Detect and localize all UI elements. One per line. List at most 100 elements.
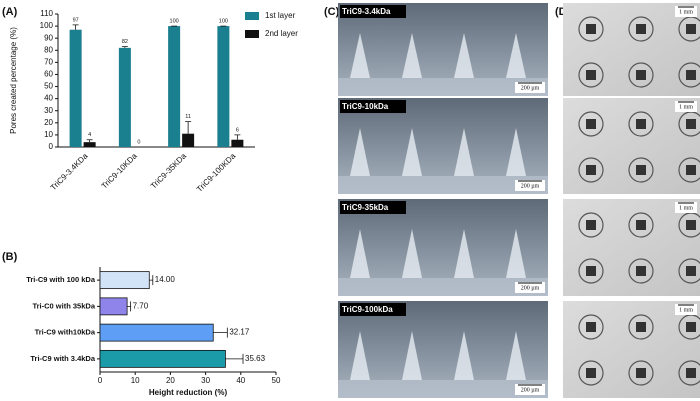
scale-label: 200 µm bbox=[521, 285, 540, 291]
needle bbox=[402, 229, 422, 278]
bar bbox=[231, 139, 244, 147]
pore-core bbox=[636, 266, 646, 276]
pore-core bbox=[586, 220, 596, 230]
bar bbox=[83, 142, 96, 147]
pore-core bbox=[586, 24, 596, 34]
needle bbox=[454, 33, 474, 78]
error-bar bbox=[185, 121, 192, 134]
needle bbox=[350, 128, 370, 176]
pore bbox=[678, 157, 700, 183]
caption-bg bbox=[340, 100, 406, 113]
pore-core bbox=[686, 266, 696, 276]
needle bbox=[506, 128, 526, 176]
bar bbox=[99, 297, 128, 316]
pore-core bbox=[636, 70, 646, 80]
pore-core bbox=[586, 119, 596, 129]
needle bbox=[454, 128, 474, 176]
panel-label: (A) bbox=[2, 6, 18, 18]
pore-core bbox=[636, 220, 646, 230]
pore bbox=[628, 16, 654, 42]
photo-base bbox=[338, 380, 548, 398]
needle bbox=[402, 33, 422, 78]
pore-core bbox=[586, 165, 596, 175]
needle bbox=[506, 229, 526, 278]
pore bbox=[678, 258, 700, 284]
y-tick-label: Tri-C9 with 100 kDa bbox=[26, 275, 96, 284]
needle bbox=[402, 128, 422, 176]
pore bbox=[628, 360, 654, 386]
scale-label: 200 µm bbox=[521, 387, 540, 393]
value-label: 4 bbox=[88, 132, 91, 138]
scale-bg bbox=[515, 384, 545, 395]
value-label: 100 bbox=[219, 19, 228, 25]
pore-core bbox=[586, 266, 596, 276]
pore bbox=[578, 314, 604, 340]
scale-bg bbox=[515, 180, 545, 191]
x-tick-label: 40 bbox=[236, 376, 245, 385]
pore-core bbox=[686, 220, 696, 230]
photo-base bbox=[338, 176, 548, 194]
value-label: 14.00 bbox=[155, 275, 176, 284]
error-bar bbox=[225, 353, 244, 364]
pore-core bbox=[636, 119, 646, 129]
needle bbox=[506, 33, 526, 78]
pore-core bbox=[636, 165, 646, 175]
error-bar bbox=[234, 134, 241, 140]
value-label: 100 bbox=[170, 19, 179, 25]
photo bbox=[563, 199, 700, 296]
pore bbox=[578, 16, 604, 42]
error-bar bbox=[127, 301, 132, 312]
pore bbox=[678, 62, 700, 88]
photo-caption: TriC9-10kDa bbox=[342, 102, 389, 111]
x-tick-label: TriC9-3.4KDa bbox=[49, 151, 90, 192]
y-tick-label: 50 bbox=[44, 82, 53, 91]
photo-caption: TriC9-35kDa bbox=[342, 203, 389, 212]
scale-label: 1 mm bbox=[679, 205, 693, 211]
photo-caption: TriC9-100kDa bbox=[342, 305, 393, 314]
value-label: 35.63 bbox=[245, 354, 266, 363]
value-label: 97 bbox=[73, 17, 79, 23]
pore bbox=[628, 212, 654, 238]
needle bbox=[402, 331, 422, 380]
pore-core bbox=[686, 24, 696, 34]
scale-label: 200 µm bbox=[521, 85, 540, 91]
scale-bg bbox=[675, 202, 697, 213]
legend-swatch bbox=[245, 30, 259, 38]
y-tick-label: Tri-C9 with10kDa bbox=[35, 328, 96, 337]
photo-base bbox=[338, 278, 548, 296]
value-label: 11 bbox=[185, 114, 191, 120]
pore-core bbox=[586, 70, 596, 80]
pore-core bbox=[586, 368, 596, 378]
value-label: 7.70 bbox=[133, 301, 149, 310]
pore bbox=[628, 111, 654, 137]
x-tick-label: TriC9-100KDa bbox=[195, 151, 238, 194]
y-tick-label: Tri-C9 with 3.4kDa bbox=[30, 354, 95, 363]
pore-core bbox=[636, 322, 646, 332]
pore-core bbox=[586, 322, 596, 332]
photo bbox=[563, 301, 700, 398]
error-bar bbox=[86, 139, 93, 143]
pore-core bbox=[686, 322, 696, 332]
x-axis-label: Height reduction (%) bbox=[149, 388, 228, 397]
pore bbox=[628, 157, 654, 183]
scale-label: 200 µm bbox=[521, 183, 540, 189]
pore-core bbox=[686, 165, 696, 175]
legend-swatch bbox=[245, 12, 259, 20]
scale-label: 1 mm bbox=[679, 104, 693, 110]
y-tick-label: 60 bbox=[44, 70, 53, 79]
y-tick-label: 90 bbox=[44, 33, 53, 42]
scale-bg bbox=[675, 304, 697, 315]
panel-label: (C) bbox=[324, 6, 340, 18]
pore bbox=[628, 314, 654, 340]
y-tick-label: 40 bbox=[44, 94, 53, 103]
scale-bg bbox=[675, 6, 697, 17]
error-bar bbox=[149, 275, 154, 286]
pore bbox=[678, 360, 700, 386]
y-axis-label: Pores created percentage (%) bbox=[9, 27, 18, 134]
pore-core bbox=[636, 368, 646, 378]
needle bbox=[506, 331, 526, 380]
error-bar bbox=[121, 46, 128, 48]
photo-base bbox=[338, 78, 548, 96]
value-label: 32.17 bbox=[229, 328, 250, 337]
scale-bg bbox=[515, 82, 545, 93]
